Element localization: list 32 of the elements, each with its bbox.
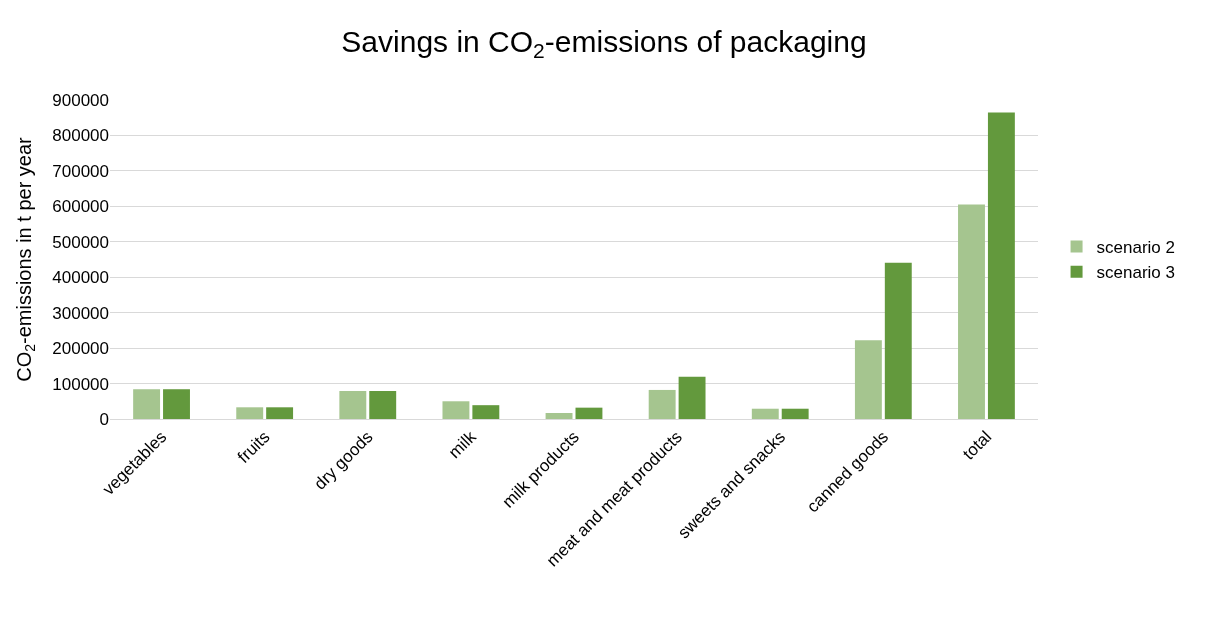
bar: [781, 408, 809, 419]
y-tick-label: 0: [99, 409, 109, 429]
y-tick-label: 900000: [52, 90, 109, 110]
bar: [545, 412, 573, 419]
bar: [678, 376, 706, 419]
bar: [987, 112, 1015, 419]
y-tick-label: 400000: [52, 268, 109, 288]
bar: [854, 340, 882, 419]
bar: [339, 391, 367, 419]
legend-label: scenario 3: [1096, 263, 1175, 283]
bar: [884, 262, 912, 419]
y-tick-label: 800000: [52, 126, 109, 146]
y-tick-label: 500000: [52, 232, 109, 252]
bar: [648, 389, 676, 419]
bar: [751, 408, 779, 419]
legend-label: scenario 2: [1096, 238, 1175, 258]
bar: [266, 407, 294, 419]
x-tick-label: milk: [444, 426, 481, 463]
bar: [236, 407, 264, 419]
bar: [133, 389, 161, 419]
bar: [472, 405, 500, 419]
bar: [575, 407, 603, 419]
bar: [369, 391, 397, 419]
y-tick-label: 100000: [52, 374, 109, 394]
bar: [163, 389, 190, 419]
chart-title: Savings in CO$_{2}$-emissions of packaging: [341, 24, 867, 63]
y-tick-label: 200000: [52, 339, 109, 359]
y-tick-label: 700000: [52, 161, 109, 181]
bar: [442, 401, 470, 419]
y-tick-label: 600000: [52, 197, 109, 217]
y-tick-label: 300000: [52, 303, 109, 323]
bar: [958, 204, 985, 419]
